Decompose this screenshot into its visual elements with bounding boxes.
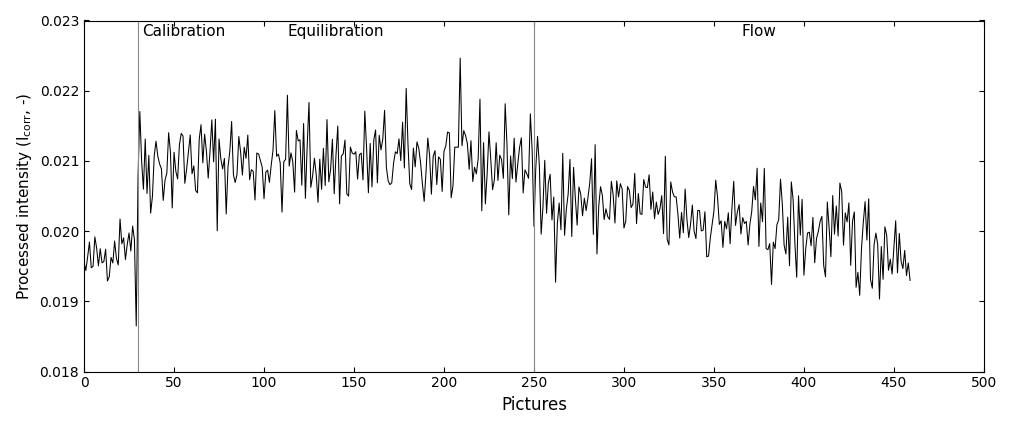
Text: Equilibration: Equilibration xyxy=(287,24,384,39)
Text: Calibration: Calibration xyxy=(142,24,224,39)
Y-axis label: Processed intensity (I$_{\mathrm{corr}}$, -): Processed intensity (I$_{\mathrm{corr}}$… xyxy=(15,92,34,300)
X-axis label: Pictures: Pictures xyxy=(500,396,566,414)
Text: Flow: Flow xyxy=(741,24,775,39)
